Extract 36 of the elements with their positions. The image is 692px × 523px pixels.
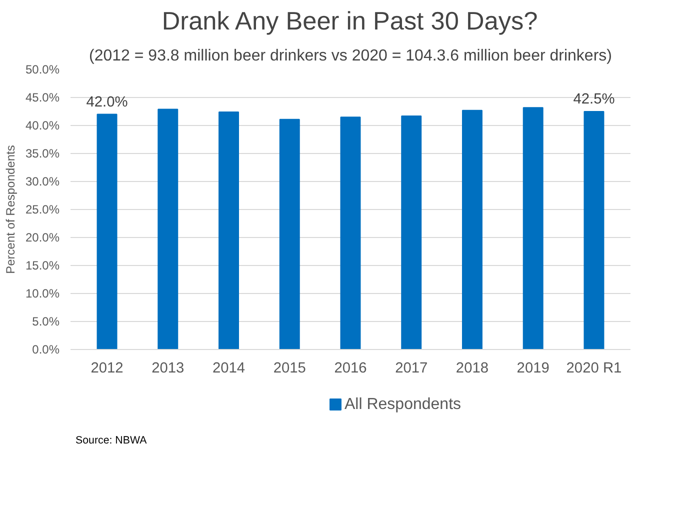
bar bbox=[401, 115, 422, 350]
source-note: Source: NBWA bbox=[76, 434, 148, 446]
x-tick-label: 2013 bbox=[152, 360, 184, 376]
y-tick-label: 0.0% bbox=[32, 342, 60, 356]
y-tick-label: 40.0% bbox=[25, 118, 60, 132]
x-tick-label: 2020 R1 bbox=[566, 360, 622, 376]
data-label: 42.0% bbox=[86, 94, 128, 110]
bar bbox=[340, 116, 361, 350]
y-tick-label: 35.0% bbox=[25, 146, 60, 160]
legend-label: All Respondents bbox=[344, 396, 462, 413]
chart-title: Drank Any Beer in Past 30 Days? bbox=[162, 8, 538, 36]
y-tick-label: 45.0% bbox=[25, 90, 60, 104]
x-tick-label: 2019 bbox=[516, 360, 550, 376]
x-tick-label: 2014 bbox=[212, 360, 246, 376]
y-tick-label: 50.0% bbox=[25, 62, 60, 76]
bar bbox=[584, 111, 604, 350]
y-tick-label: 30.0% bbox=[25, 174, 60, 188]
x-tick-label: 2015 bbox=[273, 360, 306, 376]
x-tick-label: 2012 bbox=[90, 360, 124, 376]
bar bbox=[462, 110, 482, 350]
y-tick-label: 15.0% bbox=[25, 258, 60, 272]
y-axis-title: Percent of Respondents bbox=[3, 145, 18, 274]
y-tick-label: 10.0% bbox=[25, 286, 60, 300]
bar bbox=[218, 112, 239, 350]
y-tick-label: 25.0% bbox=[25, 202, 60, 216]
bar bbox=[96, 114, 118, 350]
x-tick-label: 2017 bbox=[395, 360, 428, 376]
y-tick-label: 20.0% bbox=[25, 230, 60, 244]
y-tick-label: 5.0% bbox=[32, 314, 60, 328]
data-label: 42.5% bbox=[573, 92, 615, 108]
bar bbox=[279, 118, 300, 350]
chart-subtitle: (2012 = 93.8 million beer drinkers vs 2020 = 104.3.6 million beer drinkers) bbox=[89, 48, 612, 64]
bar bbox=[522, 107, 544, 350]
x-tick-label: 2016 bbox=[334, 360, 367, 376]
bar bbox=[158, 108, 178, 350]
x-tick-label: 2018 bbox=[456, 360, 489, 376]
